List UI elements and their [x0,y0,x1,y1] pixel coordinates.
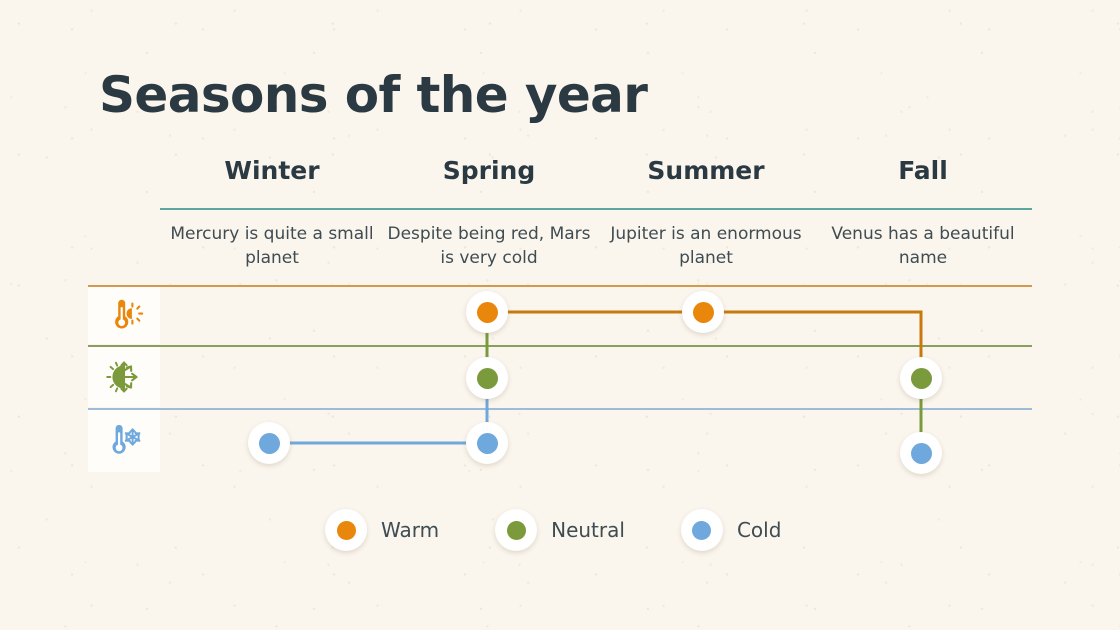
node-pip [910,367,932,389]
node-pip [476,367,498,389]
legend-pip [692,520,712,540]
legend-item-neutral[interactable]: Neutral [495,509,625,551]
column-header-winter: Winter [224,156,320,185]
node-pip [476,432,498,454]
thermometer-sun-icon [104,296,144,336]
legend-swatch-warm [325,509,367,551]
row-icon-cell-neutral [88,347,160,407]
legend-label-warm: Warm [381,518,440,542]
legend-item-warm[interactable]: Warm [325,509,439,551]
node-spring-cold[interactable] [466,422,508,464]
legend-item-cold[interactable]: Cold [680,509,782,551]
row-divider-warm [88,285,1032,287]
row-icon-cell-cold [88,410,160,472]
column-description-summer: Jupiter is an enormous planet [610,224,802,269]
page-title: Seasons of the year [99,66,648,124]
node-winter-cold[interactable] [248,422,290,464]
sun-snowflake-icon [104,357,144,397]
thermometer-snowflake-icon [104,421,144,461]
header-divider [160,208,1032,210]
legend: Warm Neutral Cold [325,509,781,551]
column-description-winter: Mercury is quite a small planet [170,224,374,269]
row-divider-neutral [88,345,1032,347]
column-header-spring: Spring [442,156,536,185]
node-spring-neutral[interactable] [466,357,508,399]
node-summer-warm[interactable] [682,291,724,333]
legend-swatch-neutral [495,509,538,551]
row-icon-cell-warm [88,287,160,344]
legend-label-neutral: Neutral [551,518,625,542]
legend-pip [336,520,356,540]
node-spring-warm[interactable] [466,291,508,333]
column-description-spring: Despite being red, Mars is very cold [387,224,591,269]
column-description-fall: Venus has a beautiful name [831,224,1015,269]
node-fall-cold[interactable] [900,432,942,474]
column-header-summer: Summer [647,156,765,185]
legend-pip [506,520,526,540]
node-pip [476,301,498,323]
node-pip [258,432,280,454]
legend-swatch-cold [680,509,723,551]
node-pip [692,301,714,323]
node-pip [910,442,932,464]
row-divider-cold [88,408,1032,410]
legend-label-cold: Cold [736,518,782,542]
node-fall-neutral[interactable] [900,357,942,399]
column-header-fall: Fall [898,156,948,185]
